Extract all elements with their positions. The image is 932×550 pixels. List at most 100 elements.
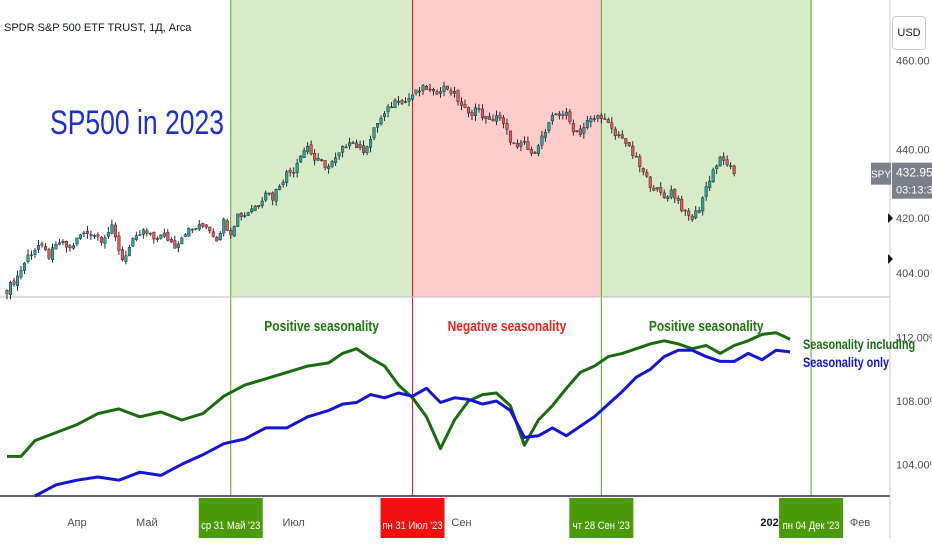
candle-down: [47, 249, 51, 259]
candle-up: [250, 208, 254, 213]
candle-up: [334, 157, 338, 164]
candle-down: [515, 142, 519, 148]
candle-up: [197, 224, 201, 230]
candle-down: [459, 101, 463, 106]
candle-up: [407, 98, 411, 102]
candle-down: [690, 215, 694, 220]
candle-down: [271, 192, 275, 201]
candle-up: [299, 155, 303, 163]
candle-down: [5, 289, 9, 295]
candle-up: [550, 115, 554, 122]
currency-button[interactable]: USD: [892, 16, 926, 50]
candle-down: [725, 159, 729, 166]
candle-down: [204, 224, 208, 228]
time-tick-label: Май: [136, 517, 158, 529]
candle-up: [22, 262, 26, 271]
candle-down: [498, 114, 502, 119]
candle-up: [281, 181, 285, 185]
candle-up: [694, 210, 698, 219]
candle-down: [309, 144, 313, 155]
candle-down: [466, 107, 470, 114]
candle-up: [715, 165, 719, 169]
candle-down: [432, 89, 436, 92]
candle-up: [264, 192, 268, 201]
candle-down: [648, 176, 652, 188]
candle-down: [522, 141, 526, 143]
series-label-only: Seasonality only: [803, 355, 889, 371]
candle-up: [232, 226, 236, 237]
candle-down: [613, 128, 617, 136]
candle-down: [662, 192, 666, 199]
price-tick-label: 460.00: [896, 55, 930, 67]
candle-up: [15, 275, 19, 286]
percent-tick-label: 104.00%: [896, 459, 932, 471]
candle-down: [320, 159, 324, 162]
candle-down: [610, 122, 614, 129]
time-tick-label: Фев: [850, 517, 870, 529]
candle-up: [131, 238, 135, 247]
candle-up: [222, 218, 226, 234]
candle-down: [683, 209, 687, 212]
candle-up: [718, 156, 722, 167]
candle-down: [145, 230, 149, 234]
period-band-positive: [601, 0, 812, 297]
candle-up: [634, 156, 638, 158]
candle-down: [64, 241, 68, 248]
candle-up: [337, 152, 341, 157]
candle-down: [211, 231, 215, 237]
candle-down: [292, 172, 296, 174]
candle-down: [12, 280, 16, 285]
candle-down: [400, 100, 404, 104]
candle-up: [127, 247, 131, 256]
period-label: Positive seasonality: [649, 318, 764, 335]
date-marker-label: пн 04 Дек '23: [783, 520, 840, 532]
candle-down: [470, 112, 474, 116]
candle-up: [176, 243, 180, 249]
candle-down: [155, 237, 159, 240]
candle-up: [89, 234, 93, 236]
candle-down: [435, 91, 439, 95]
candle-up: [414, 89, 418, 94]
candle-down: [169, 238, 173, 243]
candle-up: [8, 282, 12, 295]
candle-up: [575, 130, 579, 132]
candle-down: [239, 212, 243, 217]
time-tick-label: Апр: [67, 517, 86, 529]
candle-down: [428, 88, 432, 91]
candle-down: [117, 235, 121, 251]
candle-up: [106, 232, 110, 237]
candle-down: [732, 165, 736, 174]
candle-down: [225, 220, 229, 231]
candle-up: [302, 150, 306, 158]
candle-up: [421, 85, 425, 91]
period-band-positive: [230, 0, 413, 297]
candle-up: [327, 166, 331, 169]
candle-up: [33, 250, 37, 255]
price-axis-arrow: [888, 253, 893, 264]
candle-up: [585, 120, 589, 128]
price-tag-value: 432.95: [896, 166, 932, 180]
candle-down: [673, 188, 677, 199]
candle-down: [526, 141, 530, 150]
date-marker-label: чт 28 Сен '23: [573, 520, 631, 532]
candle-down: [491, 118, 495, 122]
candle-up: [159, 234, 163, 239]
candle-down: [397, 101, 401, 103]
candle-down: [201, 222, 205, 227]
candle-up: [540, 135, 544, 146]
candle-up: [54, 244, 58, 250]
candle-up: [253, 205, 257, 211]
candle-up: [379, 117, 383, 125]
price-axis-arrow: [888, 213, 893, 224]
price-tag-symbol: SPY: [871, 170, 891, 181]
candle-up: [260, 200, 264, 206]
candle-down: [96, 234, 100, 237]
candle-up: [236, 213, 240, 227]
candle-up: [26, 254, 30, 262]
candle-down: [152, 231, 156, 240]
candle-up: [669, 189, 673, 198]
candle-up: [494, 115, 498, 122]
date-marker-badge: [569, 498, 634, 538]
candle-up: [711, 169, 715, 182]
candle-up: [180, 237, 184, 245]
